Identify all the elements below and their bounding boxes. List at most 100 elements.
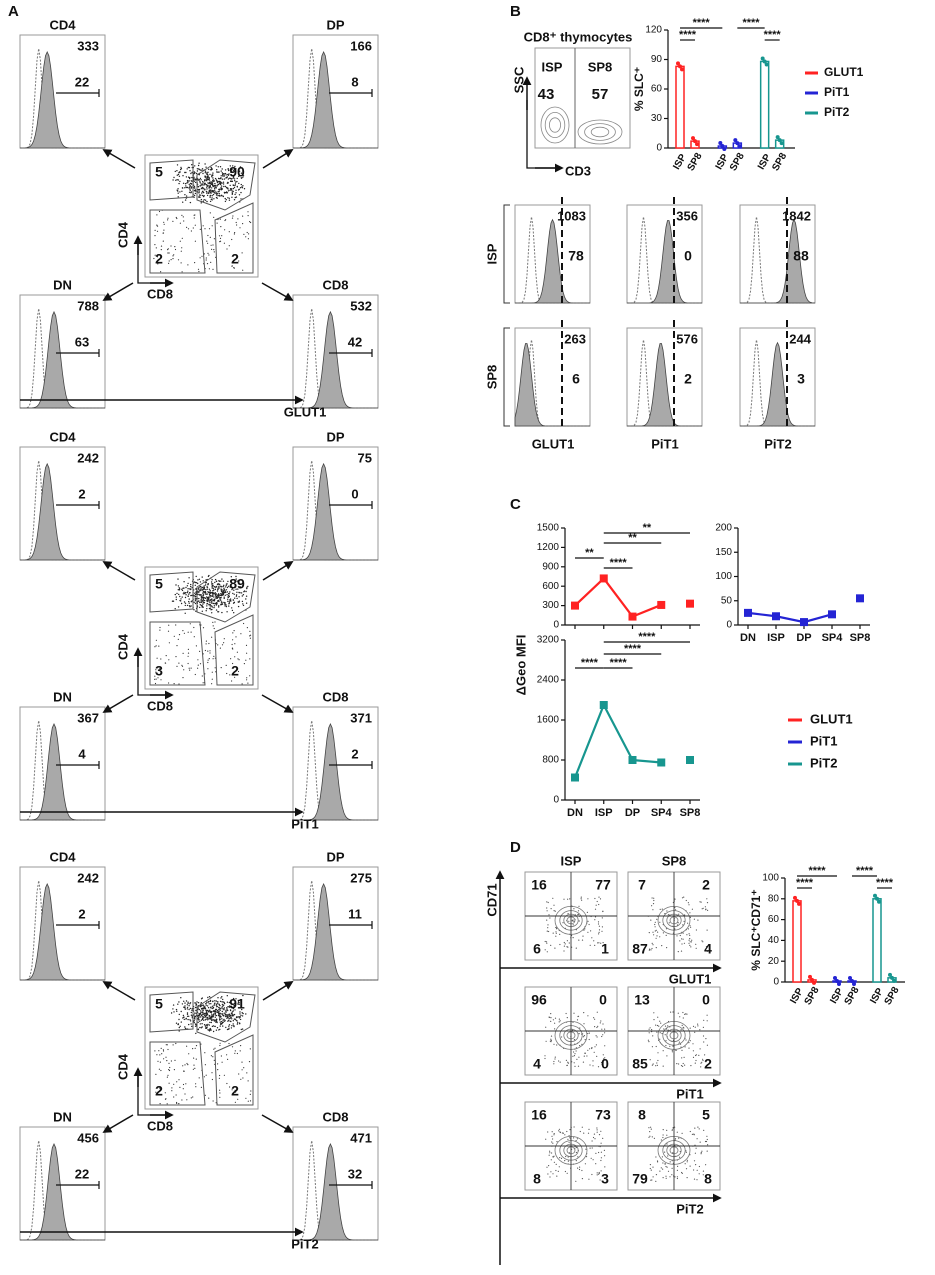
dot [194, 1012, 196, 1014]
significance-label: **** [796, 877, 814, 889]
gate-percent: 22 [75, 74, 89, 89]
dot [548, 1016, 550, 1018]
dot [656, 1031, 658, 1033]
dot [598, 942, 600, 944]
dot [234, 183, 237, 185]
dot [568, 1152, 571, 1154]
dot [246, 231, 248, 234]
dot [652, 1035, 654, 1037]
dot [689, 1165, 691, 1167]
dot [183, 1070, 185, 1072]
dot [212, 244, 214, 246]
dot [550, 1039, 553, 1041]
dot [225, 1015, 227, 1018]
dot [695, 929, 698, 931]
dot [599, 898, 602, 900]
dot [176, 179, 178, 181]
panel-label: C [510, 496, 521, 513]
dot [598, 896, 600, 898]
y-axis-label: CD71 [484, 883, 499, 916]
dot [239, 586, 242, 588]
dot [214, 578, 217, 581]
dot [574, 1065, 576, 1067]
dot [693, 1178, 696, 1180]
dot [186, 182, 188, 184]
dot [232, 176, 235, 178]
dot [212, 1056, 214, 1058]
y-axis-label: % SLC⁺CD71⁺ [749, 889, 763, 970]
dot [221, 1013, 224, 1015]
dot [178, 587, 180, 589]
dot [602, 1137, 604, 1139]
dot [198, 587, 200, 589]
dot [580, 896, 582, 898]
dot [247, 1100, 249, 1102]
mfi-value: 242 [77, 450, 99, 465]
dot [206, 186, 208, 188]
dot [204, 228, 206, 230]
dot [183, 591, 185, 594]
dot [189, 592, 191, 594]
dot [575, 947, 577, 949]
dot [226, 591, 229, 593]
dot [215, 187, 217, 189]
y-tick-label: 0 [656, 143, 662, 154]
dot [226, 192, 228, 194]
dot [546, 919, 548, 921]
dot [248, 1061, 251, 1063]
dot [598, 1171, 600, 1174]
gate-percent: 4 [78, 746, 86, 761]
dot [546, 942, 548, 944]
dot [236, 185, 238, 188]
dot [184, 183, 187, 185]
dot [232, 1010, 234, 1012]
dot [214, 1002, 216, 1004]
dot [167, 249, 169, 251]
dot [596, 1172, 598, 1174]
dot [696, 1138, 698, 1140]
dot [177, 259, 180, 261]
dot [190, 191, 193, 193]
dot [666, 1134, 668, 1136]
dot [659, 1170, 661, 1172]
dot [583, 1055, 585, 1057]
dot [666, 1055, 668, 1057]
dot [566, 940, 569, 942]
dot [601, 1028, 603, 1030]
dot [666, 947, 668, 949]
dot [596, 1026, 598, 1029]
y-tick-label: 0 [553, 795, 559, 806]
dot [200, 596, 202, 598]
dot [227, 598, 229, 600]
dot [190, 605, 192, 607]
y-tick-label: 0 [553, 620, 559, 631]
dot [189, 184, 191, 187]
dot [233, 168, 235, 171]
dot [602, 1034, 604, 1036]
dot [703, 1019, 705, 1021]
legend-label: PiT2 [810, 755, 837, 770]
dot [181, 271, 183, 273]
dot [694, 1144, 696, 1146]
dot [604, 1045, 606, 1047]
dot [232, 215, 234, 217]
dot [227, 585, 230, 587]
dot [217, 1014, 220, 1017]
column-label: GLUT1 [532, 436, 575, 451]
dot [702, 1174, 704, 1176]
dot [553, 1161, 556, 1163]
dot [665, 1175, 667, 1177]
dot [577, 910, 580, 912]
dot [171, 1090, 173, 1092]
dot [158, 210, 161, 213]
dot [237, 605, 240, 608]
dot [219, 1074, 221, 1077]
dot [211, 606, 213, 608]
dot [162, 240, 164, 242]
dot [229, 598, 232, 600]
histogram [293, 310, 378, 409]
dot [194, 181, 197, 184]
dot [680, 950, 683, 952]
histogram-title: CD8 [322, 277, 348, 292]
dot [221, 586, 223, 588]
